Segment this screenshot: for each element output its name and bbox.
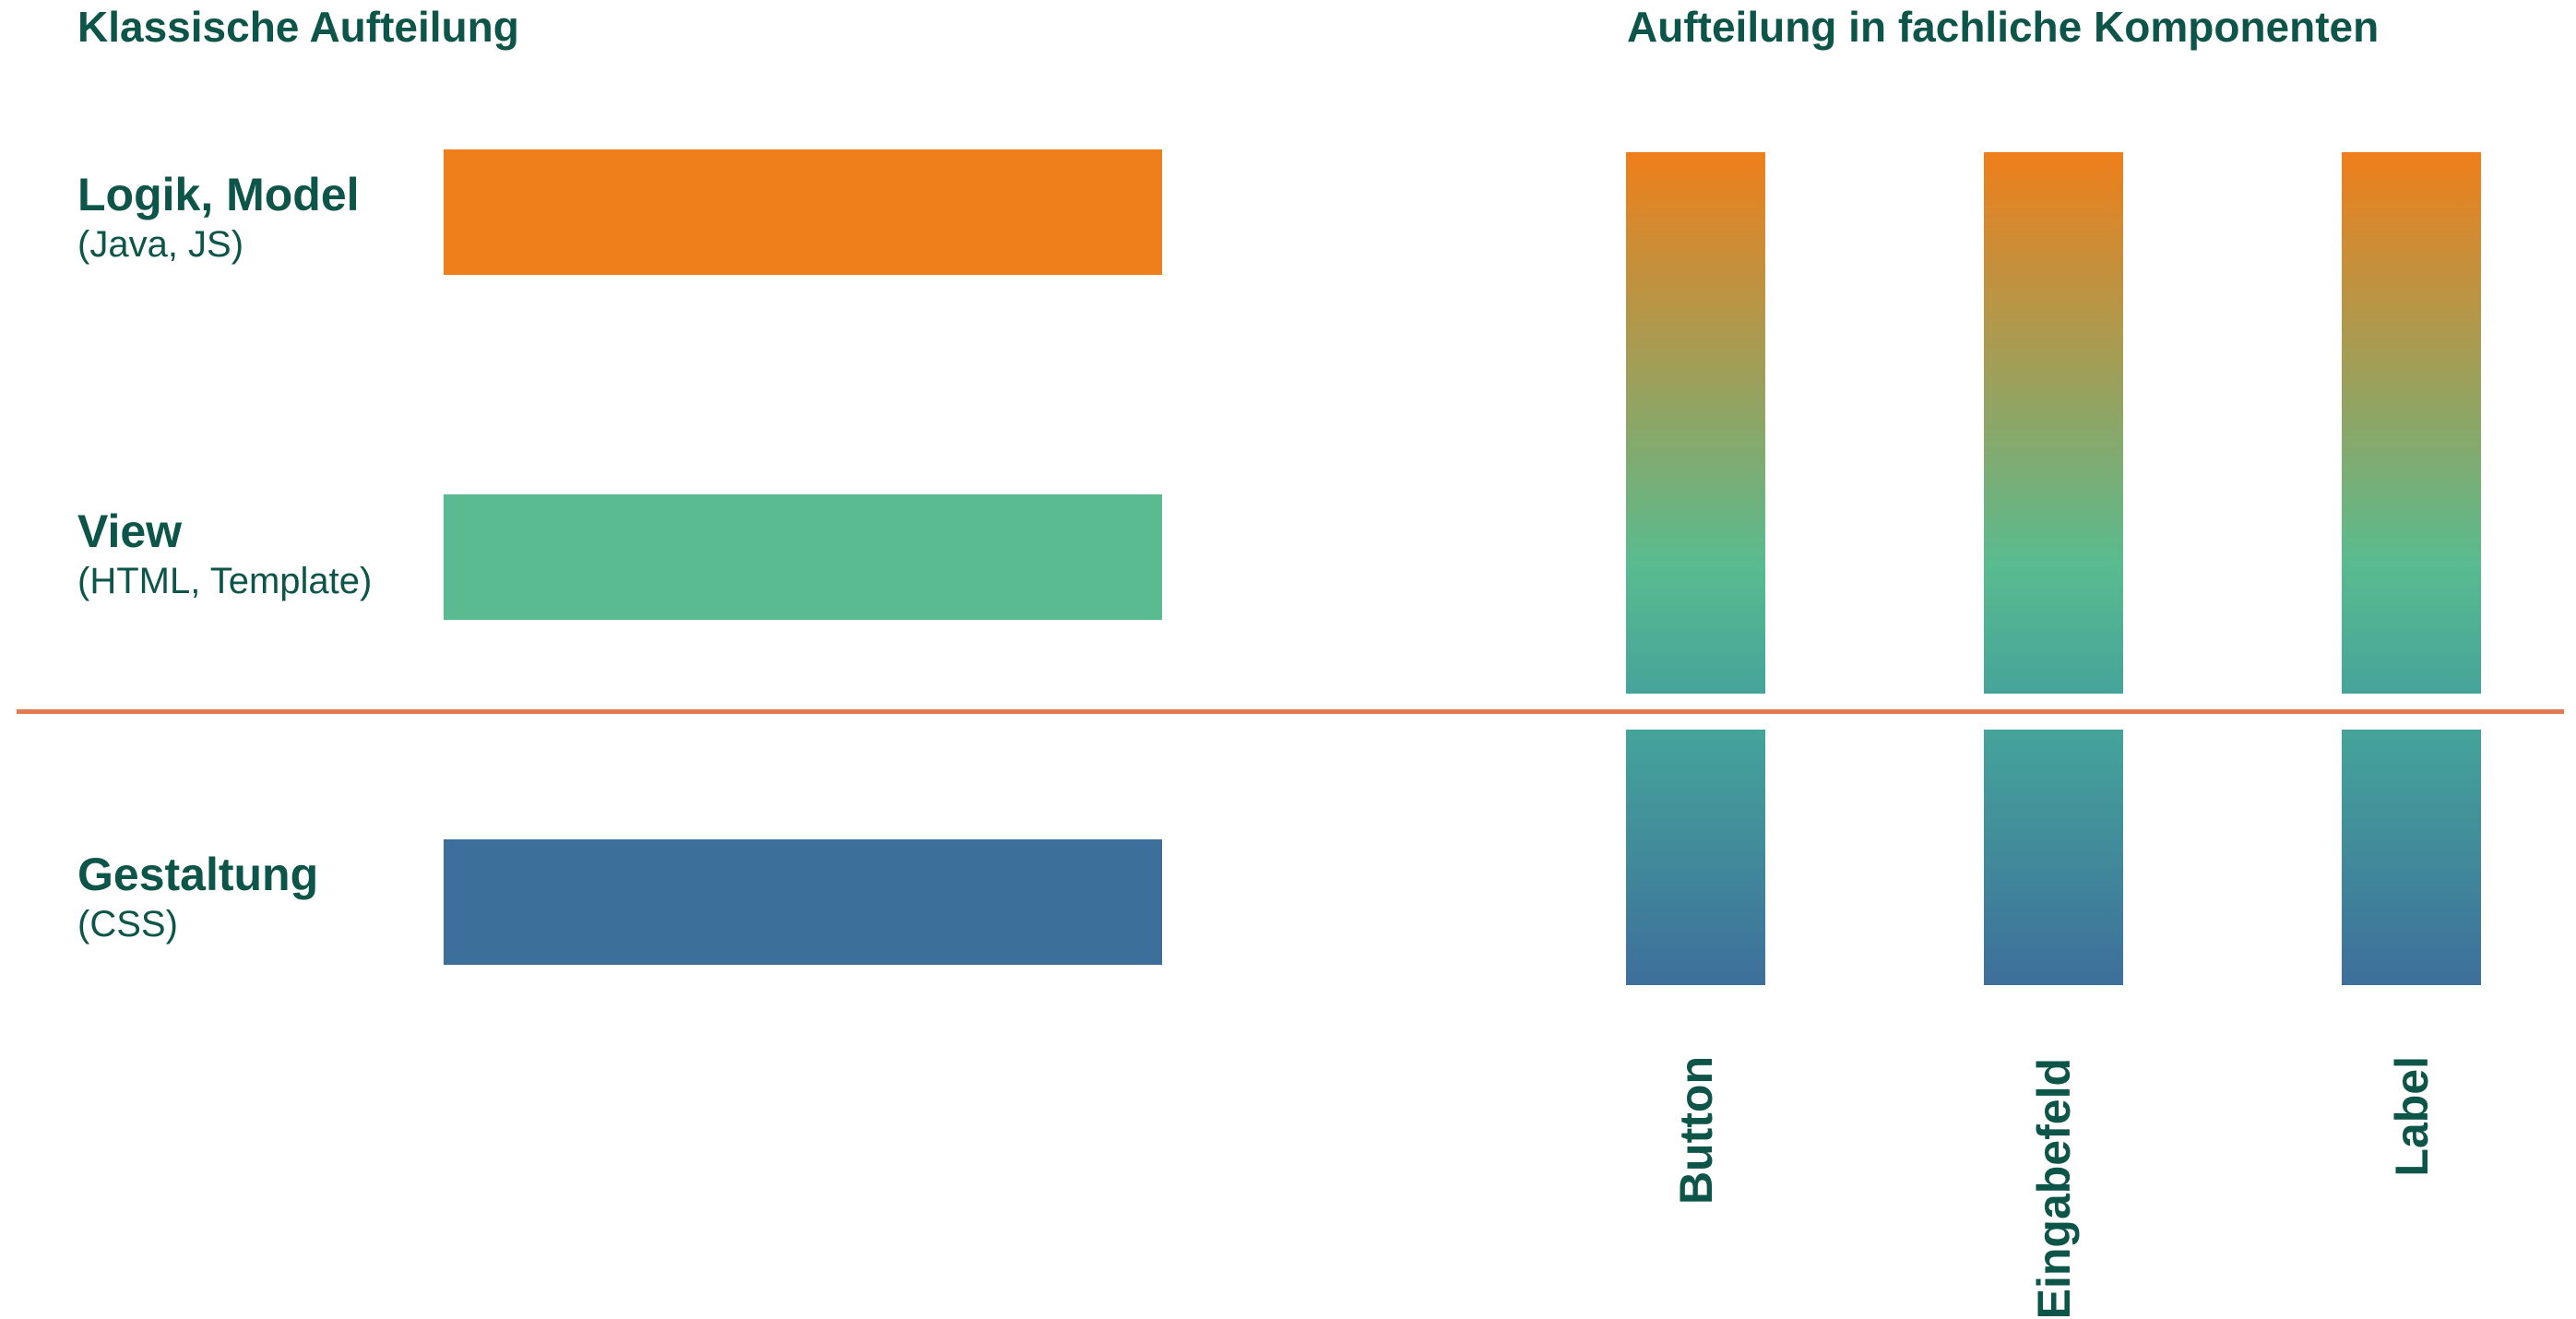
layer-subtitle: (HTML, Template) [77,561,373,601]
layer-title: View [77,505,183,557]
component-bar-lower [2342,730,2481,985]
heading-components: Aufteilung in fachliche Komponenten [1627,3,2380,51]
layer-label-style: Gestaltung (CSS) [77,850,318,946]
layer-bar-style [444,839,1162,965]
layer-bar-view [444,494,1162,620]
layer-label-view: View (HTML, Template) [77,506,372,603]
component-name: Eingabefeld [2027,1058,2080,1319]
component-bar-upper [1626,152,1765,694]
layer-bar-logic [444,149,1162,275]
divider-line [17,709,2564,714]
component-bar-upper [1984,152,2123,694]
component-name: Label [2385,1056,2438,1177]
layer-title: Logik, Model [77,169,360,220]
layer-title: Gestaltung [77,849,319,900]
layer-subtitle: (CSS) [77,904,178,945]
component-name: Button [1669,1056,1722,1206]
component-column-input: Eingabefeld [1984,152,2123,1319]
component-column-button: Button [1626,152,1765,1317]
component-bar-lower [1626,730,1765,985]
component-bar-upper [2342,152,2481,694]
layer-subtitle: (Java, JS) [77,224,244,265]
heading-classic: Klassische Aufteilung [77,3,519,51]
layer-label-logic: Logik, Model (Java, JS) [77,170,360,267]
component-column-label: Label [2342,152,2481,1317]
component-bar-lower [1984,730,2123,985]
